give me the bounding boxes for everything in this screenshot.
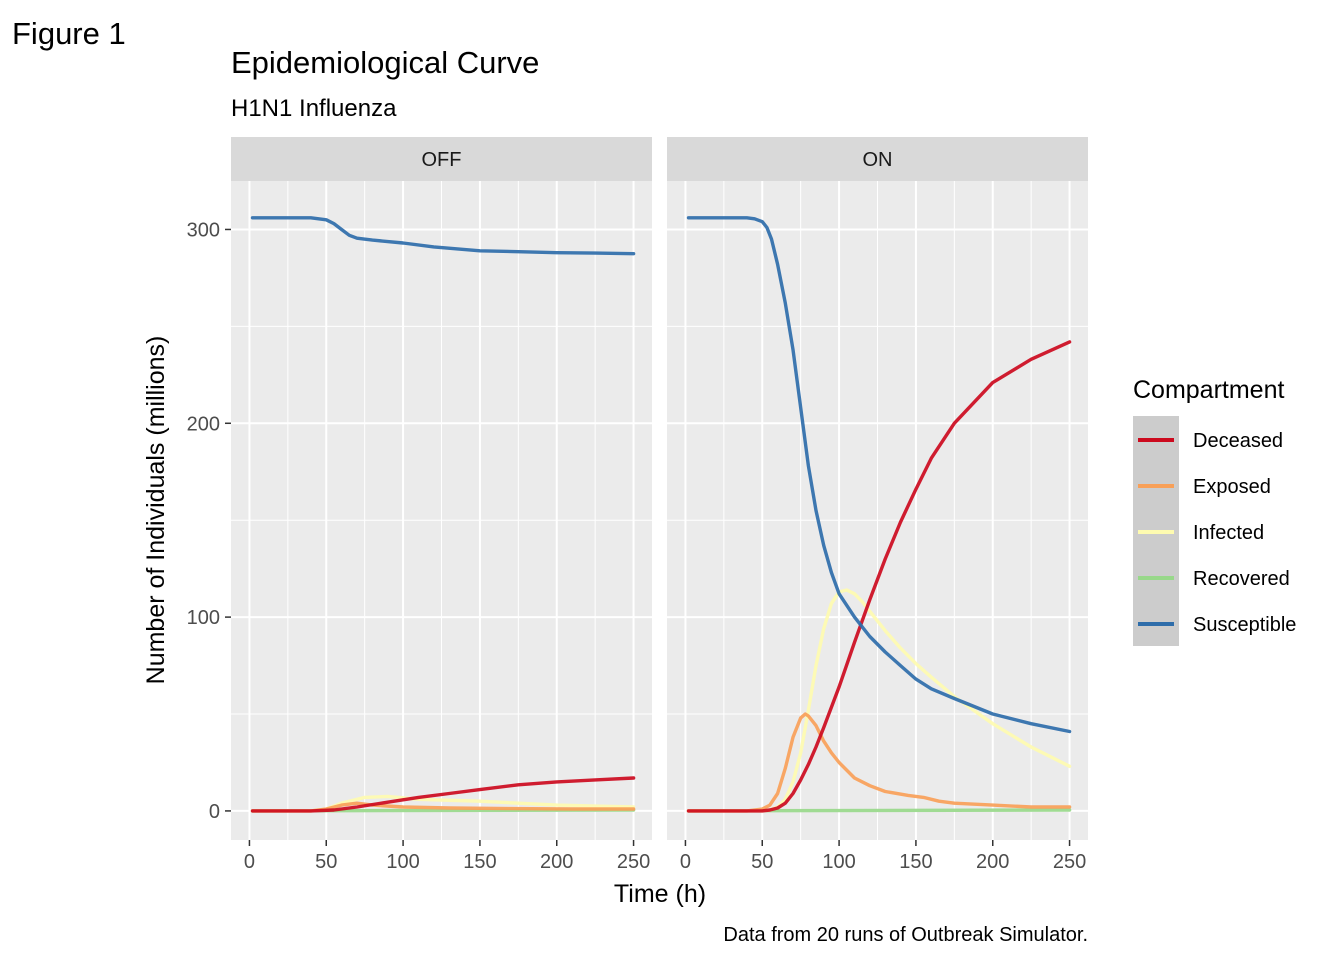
x-tick-label: 100: [822, 851, 855, 873]
y-axis-title: Number of Individuals (millions): [142, 336, 170, 685]
y-tick-label: 200: [187, 413, 220, 435]
legend-item-exposed: Exposed: [1138, 476, 1271, 498]
legend-label: Exposed: [1193, 476, 1271, 498]
figure-label: Figure 1: [12, 16, 126, 51]
facet-panel-off: OFF 0 50 100 150 200 250 0 100 200 300: [187, 137, 652, 873]
x-tick-label: 250: [617, 851, 650, 873]
legend-item-recovered: Recovered: [1138, 568, 1290, 590]
legend-item-deceased: Deceased: [1138, 430, 1283, 452]
series-line-deceased: [686, 340, 1072, 813]
series-line-susceptible: [686, 216, 1072, 734]
x-tick-label: 200: [540, 851, 573, 873]
legend-label: Susceptible: [1193, 614, 1296, 636]
y-tick-label: 300: [187, 219, 220, 241]
facet-strip: [667, 137, 1088, 181]
facet-strip: [231, 137, 652, 181]
chart-title: Epidemiological Curve: [231, 45, 539, 80]
series-line-deceased: [250, 776, 636, 813]
legend-item-susceptible: Susceptible: [1138, 614, 1296, 636]
x-tick-label: 100: [386, 851, 419, 873]
legend-label: Infected: [1193, 522, 1264, 544]
legend-item-infected: Infected: [1138, 522, 1264, 544]
legend-label: Recovered: [1193, 568, 1290, 590]
chart-caption: Data from 20 runs of Outbreak Simulator.: [723, 924, 1088, 946]
x-tick-label: 150: [463, 851, 496, 873]
y-tick-label: 0: [209, 801, 220, 823]
facet-strip-label: OFF: [422, 149, 462, 171]
legend: Compartment Deceased Exposed Infected Recov…: [1133, 376, 1296, 646]
x-tick-label: 200: [976, 851, 1009, 873]
facet-strip-label: ON: [863, 149, 893, 171]
legend-title: Compartment: [1133, 376, 1284, 404]
x-tick-label: 50: [315, 851, 337, 873]
series-line-infected: [686, 588, 1072, 813]
x-tick-label: 0: [680, 851, 691, 873]
y-tick-label: 100: [187, 607, 220, 629]
series-line-susceptible: [250, 216, 636, 256]
legend-label: Deceased: [1193, 430, 1283, 452]
x-tick-label: 50: [751, 851, 773, 873]
x-tick-label: 250: [1053, 851, 1086, 873]
facet-panel-on: ON 0 50 100 150 200 250: [667, 137, 1088, 873]
x-tick-label: 0: [244, 851, 255, 873]
x-axis-title: Time (h): [614, 880, 706, 908]
x-tick-label: 150: [899, 851, 932, 873]
chart-subtitle: H1N1 Influenza: [231, 95, 397, 122]
series-line-exposed: [686, 712, 1072, 813]
